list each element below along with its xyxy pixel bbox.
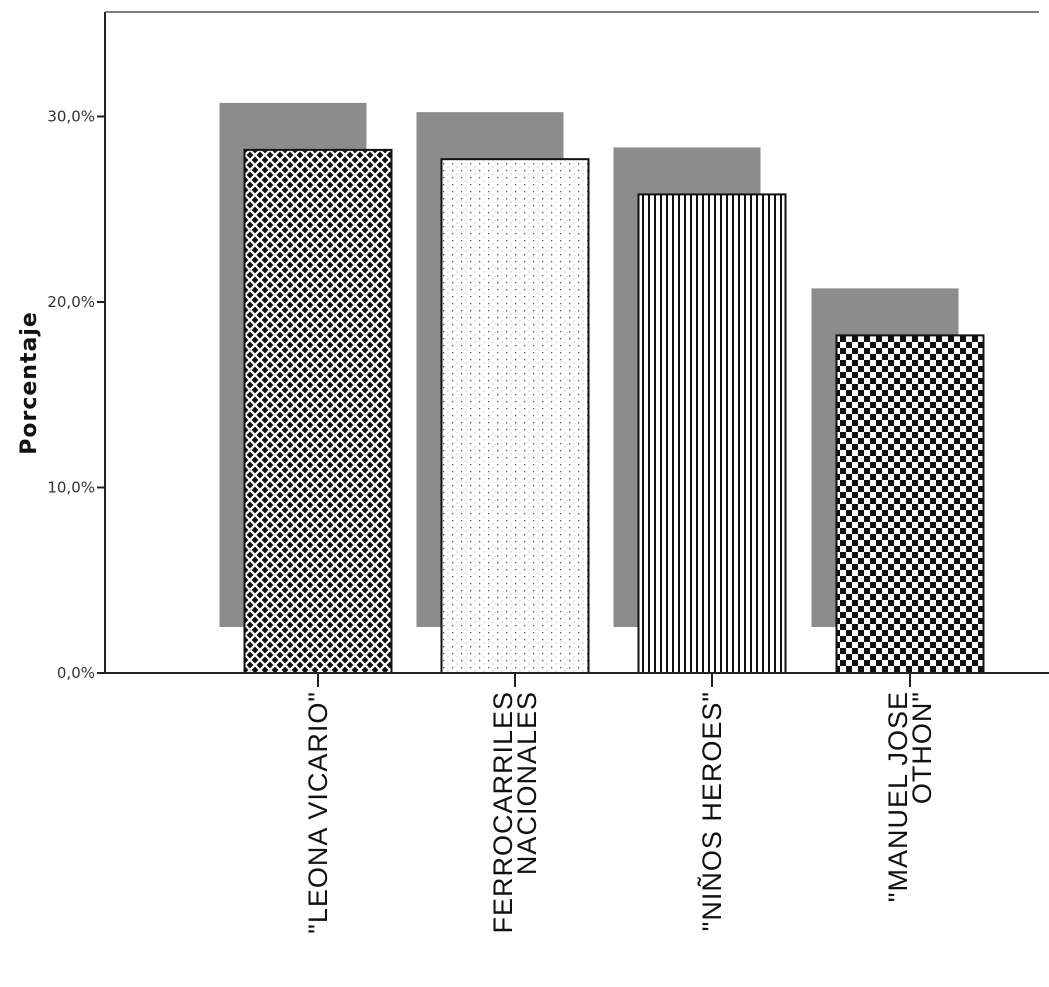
y-tick-label: 20,0% bbox=[47, 293, 95, 311]
y-ticks: 0,0% 10,0% 20,0% 30,0% bbox=[47, 108, 105, 682]
bars bbox=[243, 148, 985, 675]
bar bbox=[835, 334, 985, 674]
x-tick-label-line: OTHON" bbox=[907, 691, 937, 804]
x-tick-label-line: "MANUEL JOSE bbox=[883, 691, 913, 902]
x-tick-label: "LEONA VICARIO" bbox=[303, 691, 333, 934]
bar bbox=[243, 148, 393, 674]
x-tick-label: "NIÑOS HEROES" bbox=[696, 691, 727, 931]
x-tick-label-line: "LEONA VICARIO" bbox=[303, 691, 333, 934]
y-tick-label: 0,0% bbox=[57, 664, 95, 682]
x-tick-label-line: NACIONALES bbox=[512, 691, 542, 875]
x-tick-label-line: "NIÑOS HEROES" bbox=[696, 691, 727, 931]
y-tick-label: 30,0% bbox=[47, 108, 95, 126]
y-axis-label: Porcentaje bbox=[17, 311, 42, 455]
x-tick-label-line: FERROCARRILES bbox=[488, 691, 518, 934]
y-tick-label: 10,0% bbox=[47, 479, 95, 497]
bar bbox=[637, 193, 787, 674]
bar bbox=[440, 158, 590, 675]
